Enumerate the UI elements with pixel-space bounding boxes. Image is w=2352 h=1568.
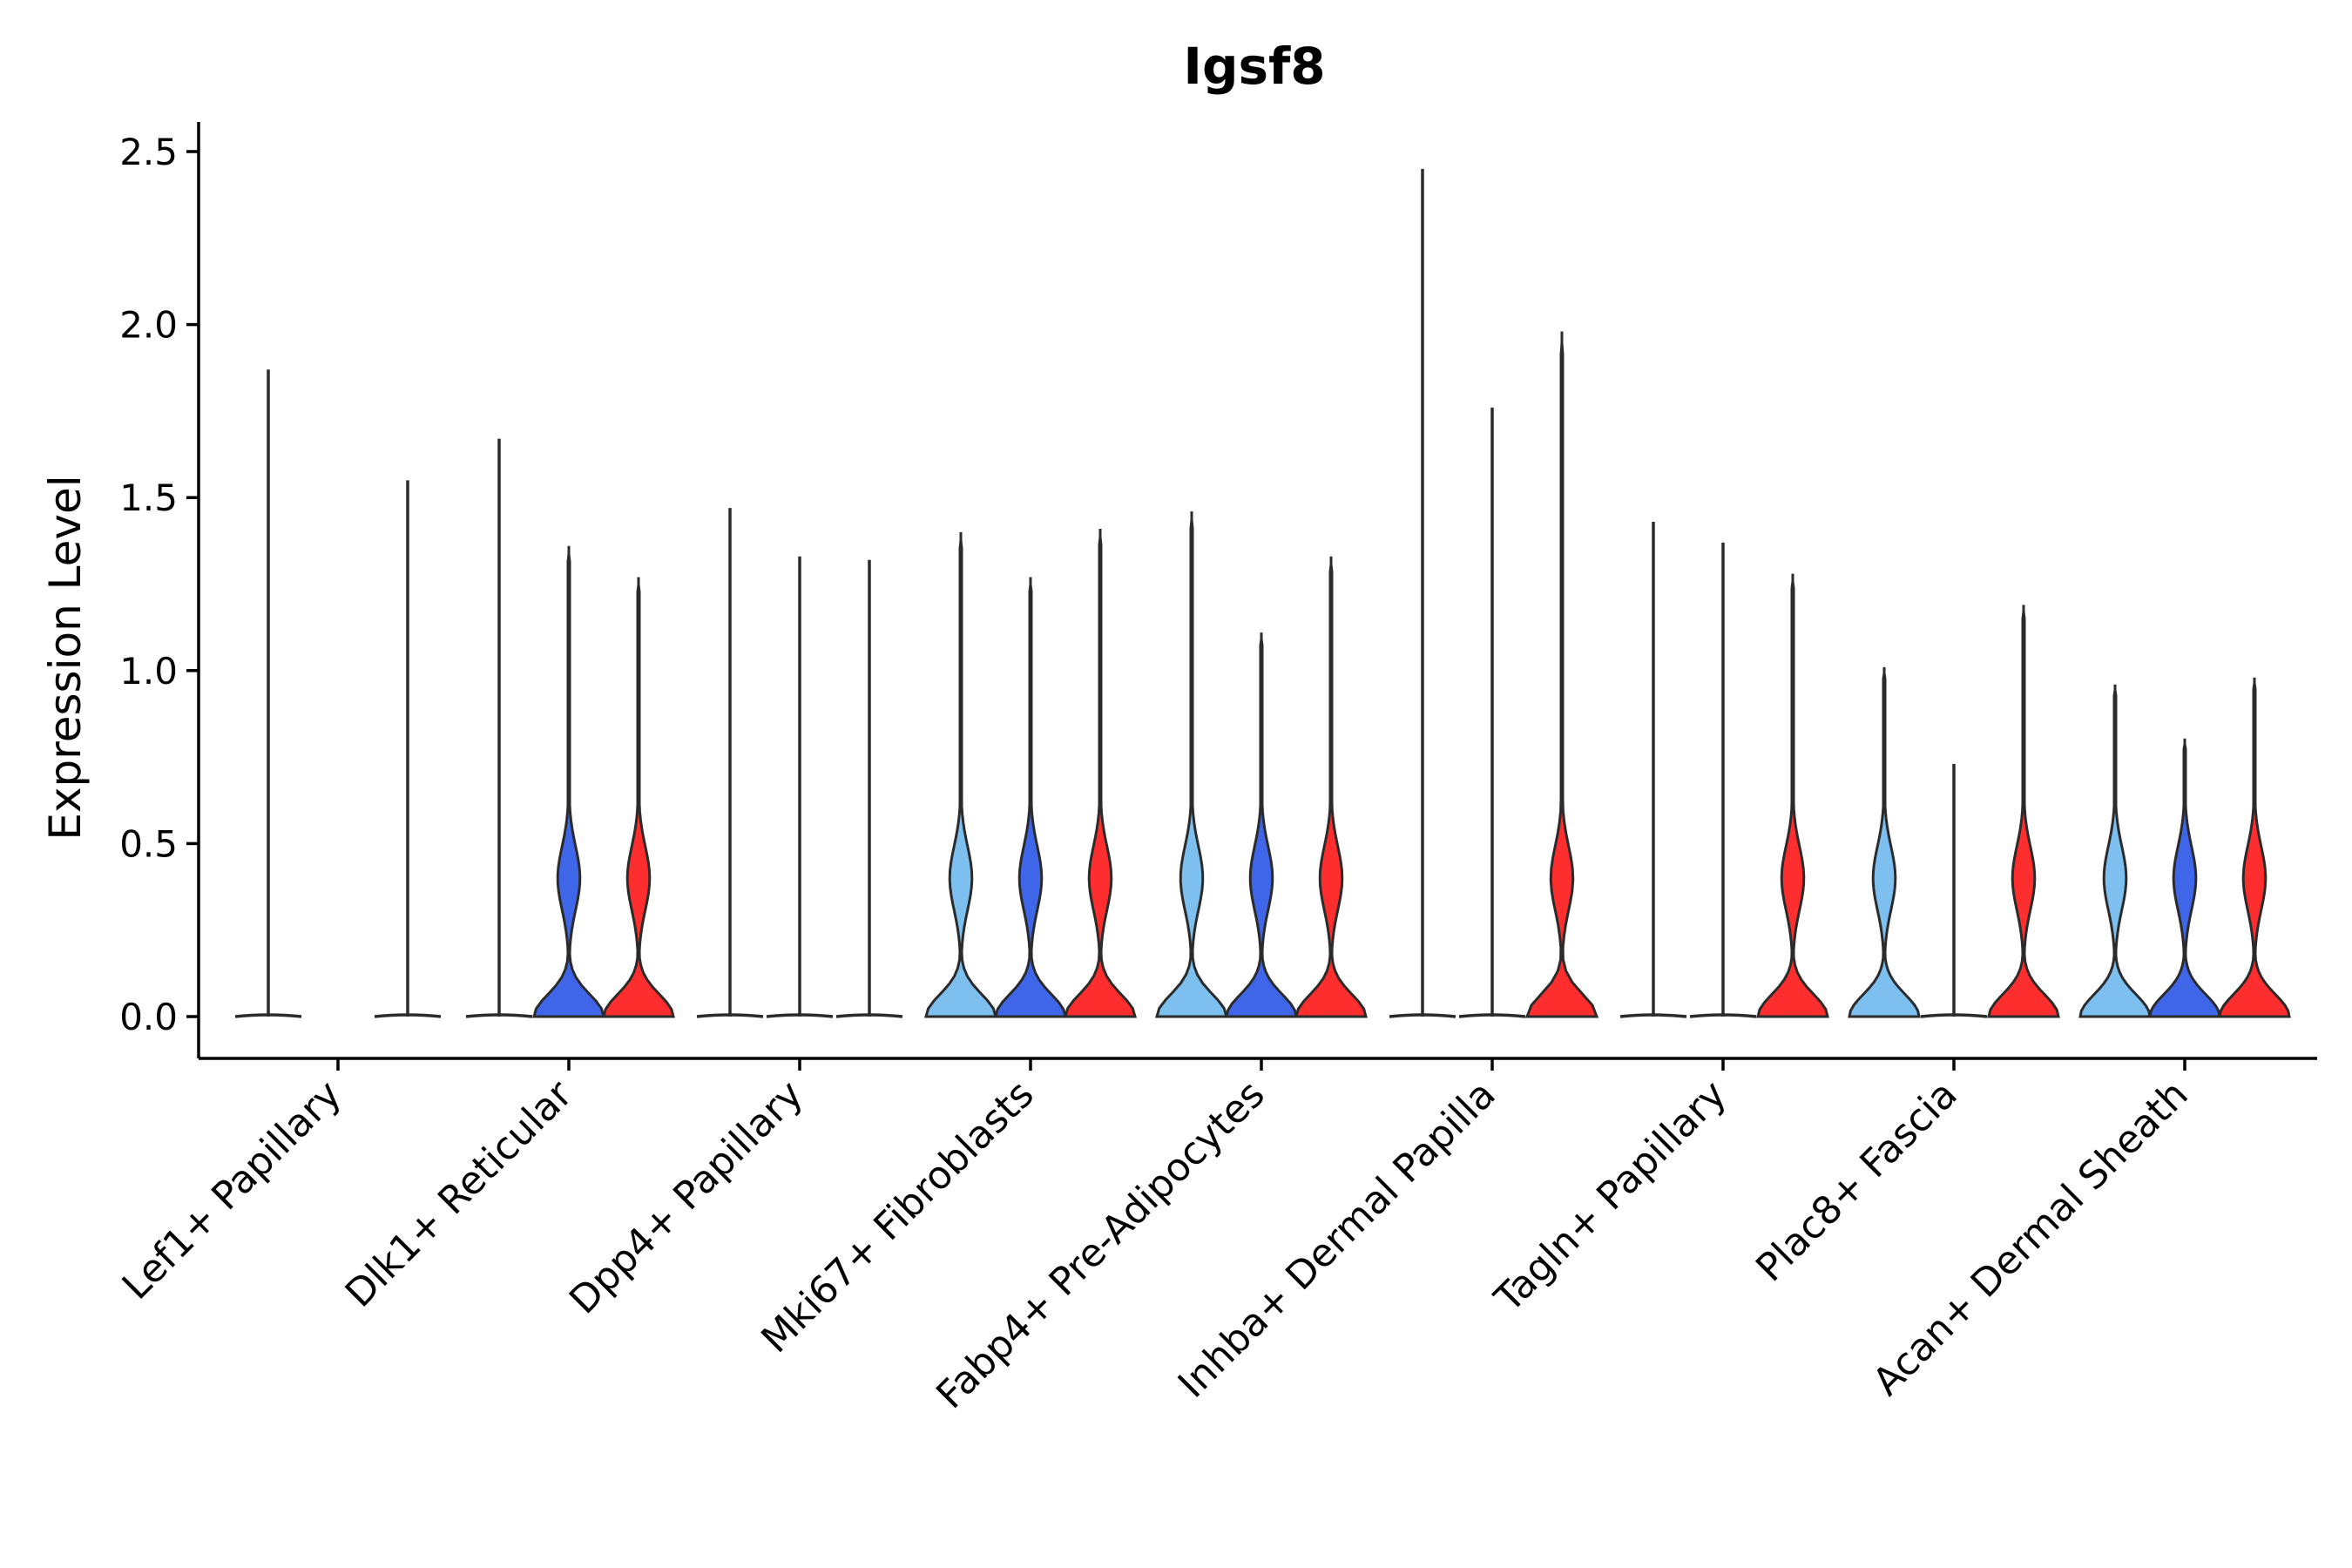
x-tick-label: Lef1+ Papillary (114, 1072, 350, 1308)
violin-1-base (234, 1013, 302, 1018)
violin-3-base (374, 1013, 442, 1018)
violin-3 (1756, 573, 1829, 1018)
x-tick-label: Plac8+ Fascia (1747, 1072, 1966, 1291)
violin-1 (924, 531, 997, 1018)
y-tick-label: 1.5 (119, 476, 178, 519)
y-tick-label: 2.5 (119, 131, 178, 173)
violin-1 (1155, 511, 1228, 1018)
violin-3 (1294, 556, 1368, 1018)
violin-2-base (1689, 1013, 1757, 1018)
violin-2-base (1920, 1013, 1988, 1018)
violin-2 (2148, 740, 2221, 1018)
y-tick-label: 0.5 (119, 822, 178, 865)
violin-1-base (1389, 1013, 1456, 1018)
violin-2-base (1458, 1013, 1526, 1018)
y-tick-label: 0.0 (119, 996, 178, 1038)
violin-2 (1225, 632, 1298, 1018)
violin-3 (2218, 677, 2291, 1018)
y-tick-label: 1.0 (119, 650, 178, 693)
y-axis: 0.0 0.5 1.0 1.5 2.0 2.5 (119, 122, 200, 1058)
violin-3 (1987, 605, 2060, 1018)
violin-1-base (696, 1013, 764, 1018)
violin-3-base (835, 1013, 903, 1018)
violin-1 (2078, 684, 2152, 1018)
violin-layer (234, 168, 2291, 1018)
violin-1-base (465, 1013, 533, 1018)
y-tick-label: 2.0 (119, 304, 178, 347)
x-tick-label: Dpp4+ Papillary (561, 1072, 812, 1323)
x-tick-label: Dlk1+ Reticular (337, 1071, 582, 1316)
violin-3 (602, 577, 675, 1018)
violin-1 (1848, 666, 1921, 1018)
chart-title: Igsf8 (1183, 37, 1325, 96)
violin-2 (532, 545, 605, 1018)
violin-3 (1524, 331, 1599, 1018)
violin-1-base (1619, 1013, 1687, 1018)
y-axis-label: Expression Level (40, 475, 91, 840)
x-tick-label: Tagln+ Papillary (1486, 1072, 1735, 1321)
violin-2-base (766, 1013, 834, 1018)
violin-2 (994, 577, 1067, 1018)
violin-3 (1064, 528, 1137, 1018)
